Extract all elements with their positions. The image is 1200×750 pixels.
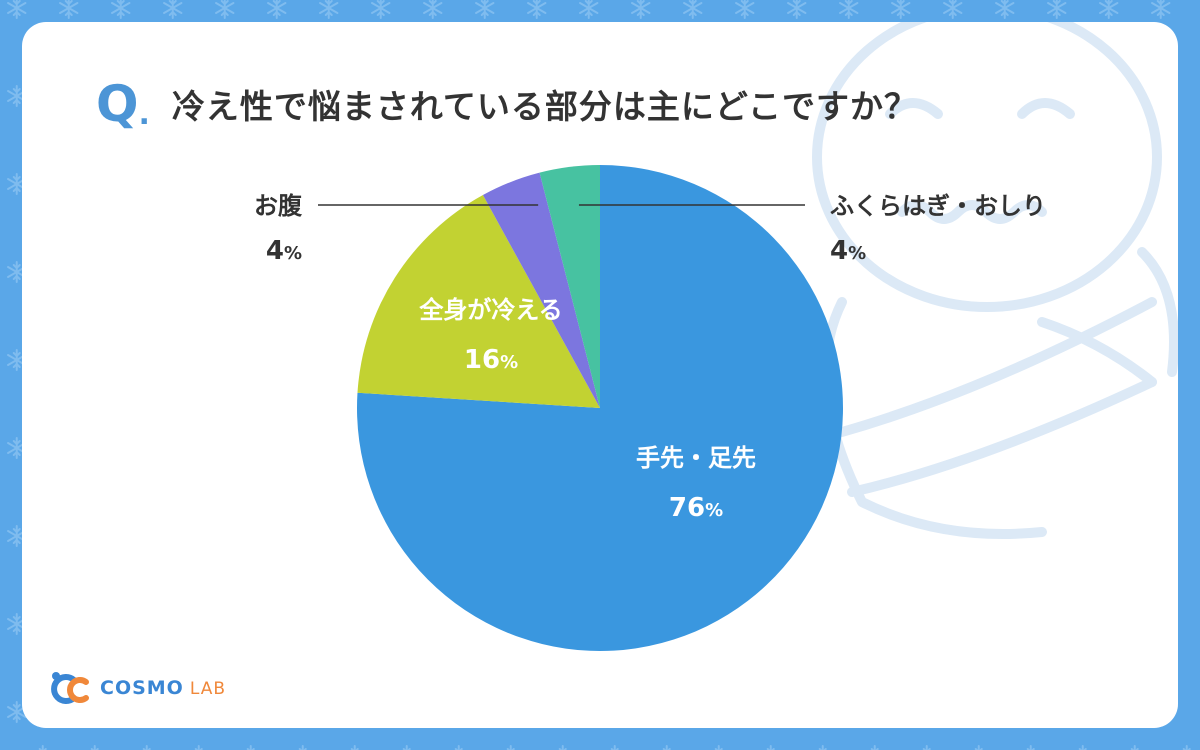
q-dot: .: [138, 96, 150, 132]
snowflake-icon: [969, 745, 989, 750]
snowflake-icon: [137, 745, 157, 750]
snowflake-icon: [683, 0, 703, 19]
logo-text: COSMO LAB: [100, 677, 226, 699]
snowflake-icon: [1099, 0, 1119, 19]
slice-value-number: 76: [669, 493, 705, 523]
slice-value-2: 16%: [464, 345, 518, 375]
snowflake-icon: [891, 0, 911, 19]
slice-value-unit: %: [705, 500, 723, 521]
snowflake-icon: [761, 745, 781, 750]
cosmo-lab-logo: COSMO LAB: [46, 670, 226, 706]
snowflake-icon: [605, 745, 625, 750]
slice-value-number: 4: [830, 236, 848, 266]
snowflake-icon: [1151, 0, 1171, 19]
snowflake-icon: [423, 0, 443, 19]
snowflake-icon: [787, 0, 807, 19]
snowflake-icon: [163, 0, 183, 19]
slice-label-1: 手先・足先: [636, 444, 756, 472]
snowflake-icon: [293, 745, 313, 750]
snowflake-icon: [189, 745, 209, 750]
snowflake-icon: [527, 0, 547, 19]
snowflake-icon: [501, 745, 521, 750]
pie-slice-3: [482, 172, 600, 408]
slice-value-number: 4: [266, 236, 284, 266]
snowflake-icon: [917, 745, 937, 750]
snowflake-icon: [709, 745, 729, 750]
pie-slice-2: [357, 195, 600, 408]
snowflake-icon: [267, 0, 287, 19]
snowflake-icon: [371, 0, 391, 19]
slice-value-1: 76%: [669, 493, 723, 523]
chart-card: Q . 冷え性で悩まされている部分は主にどこですか？ 手先・足先 76% 全身が冷え…: [22, 22, 1178, 728]
pie-chart: 手先・足先 76% 全身が冷える 16% お腹 4% ふくらはぎ・おしり 4%: [254, 165, 1046, 652]
snowflake-icon: [33, 745, 53, 750]
snowflake-icon: [579, 0, 599, 19]
logo-main-text: COSMO: [100, 677, 184, 699]
snowflake-icon: [1021, 745, 1041, 750]
question-title: Q . 冷え性で悩まされている部分は主にどこですか？: [96, 74, 918, 134]
snowflake-icon: [85, 745, 105, 750]
snowflake-icon: [839, 0, 859, 19]
snowflake-icon: [1073, 745, 1093, 750]
snowflake-icon: [631, 0, 651, 19]
snowflake-icon: [345, 745, 365, 750]
q-mark: Q: [96, 75, 138, 133]
slice-value-4: 4%: [830, 236, 866, 266]
snowflake-icon: [865, 745, 885, 750]
snowflake-icon: [995, 0, 1015, 19]
snowflake-icon: [241, 745, 261, 750]
snowflake-icon: [735, 0, 755, 19]
snowflake-icon: [1047, 0, 1067, 19]
logo-sub-text: LAB: [189, 679, 226, 699]
snowflake-icon: [111, 0, 131, 19]
snowflake-icon: [943, 0, 963, 19]
snowflake-icon: [397, 745, 417, 750]
slice-value-unit: %: [500, 352, 518, 373]
slice-label-4: ふくらはぎ・おしり: [830, 192, 1046, 220]
snowflake-icon: [657, 745, 677, 750]
snowflake-icon: [813, 745, 833, 750]
slice-label-2: 全身が冷える: [418, 296, 562, 324]
slice-value-3: 4%: [266, 236, 302, 266]
slice-value-unit: %: [848, 243, 866, 264]
snowflake-icon: [475, 0, 495, 19]
snowflake-icon: [1177, 745, 1197, 750]
cosmo-lab-logo-icon: [51, 672, 89, 704]
snowflake-icon: [1125, 745, 1145, 750]
snowflake-icon: [215, 0, 235, 19]
slice-value-unit: %: [284, 243, 302, 264]
pie-slice-4: [539, 165, 600, 408]
page-title: 冷え性で悩まされている部分は主にどこですか？: [171, 87, 918, 126]
snowflake-icon: [449, 745, 469, 750]
slice-value-number: 16: [464, 345, 500, 375]
snowflake-icon: [59, 0, 79, 19]
snowflake-icon: [7, 0, 27, 19]
pie-slice-1: [356, 165, 843, 652]
slice-label-3: お腹: [254, 192, 303, 220]
snowflake-icon: [553, 745, 573, 750]
snowflake-icon: [319, 0, 339, 19]
